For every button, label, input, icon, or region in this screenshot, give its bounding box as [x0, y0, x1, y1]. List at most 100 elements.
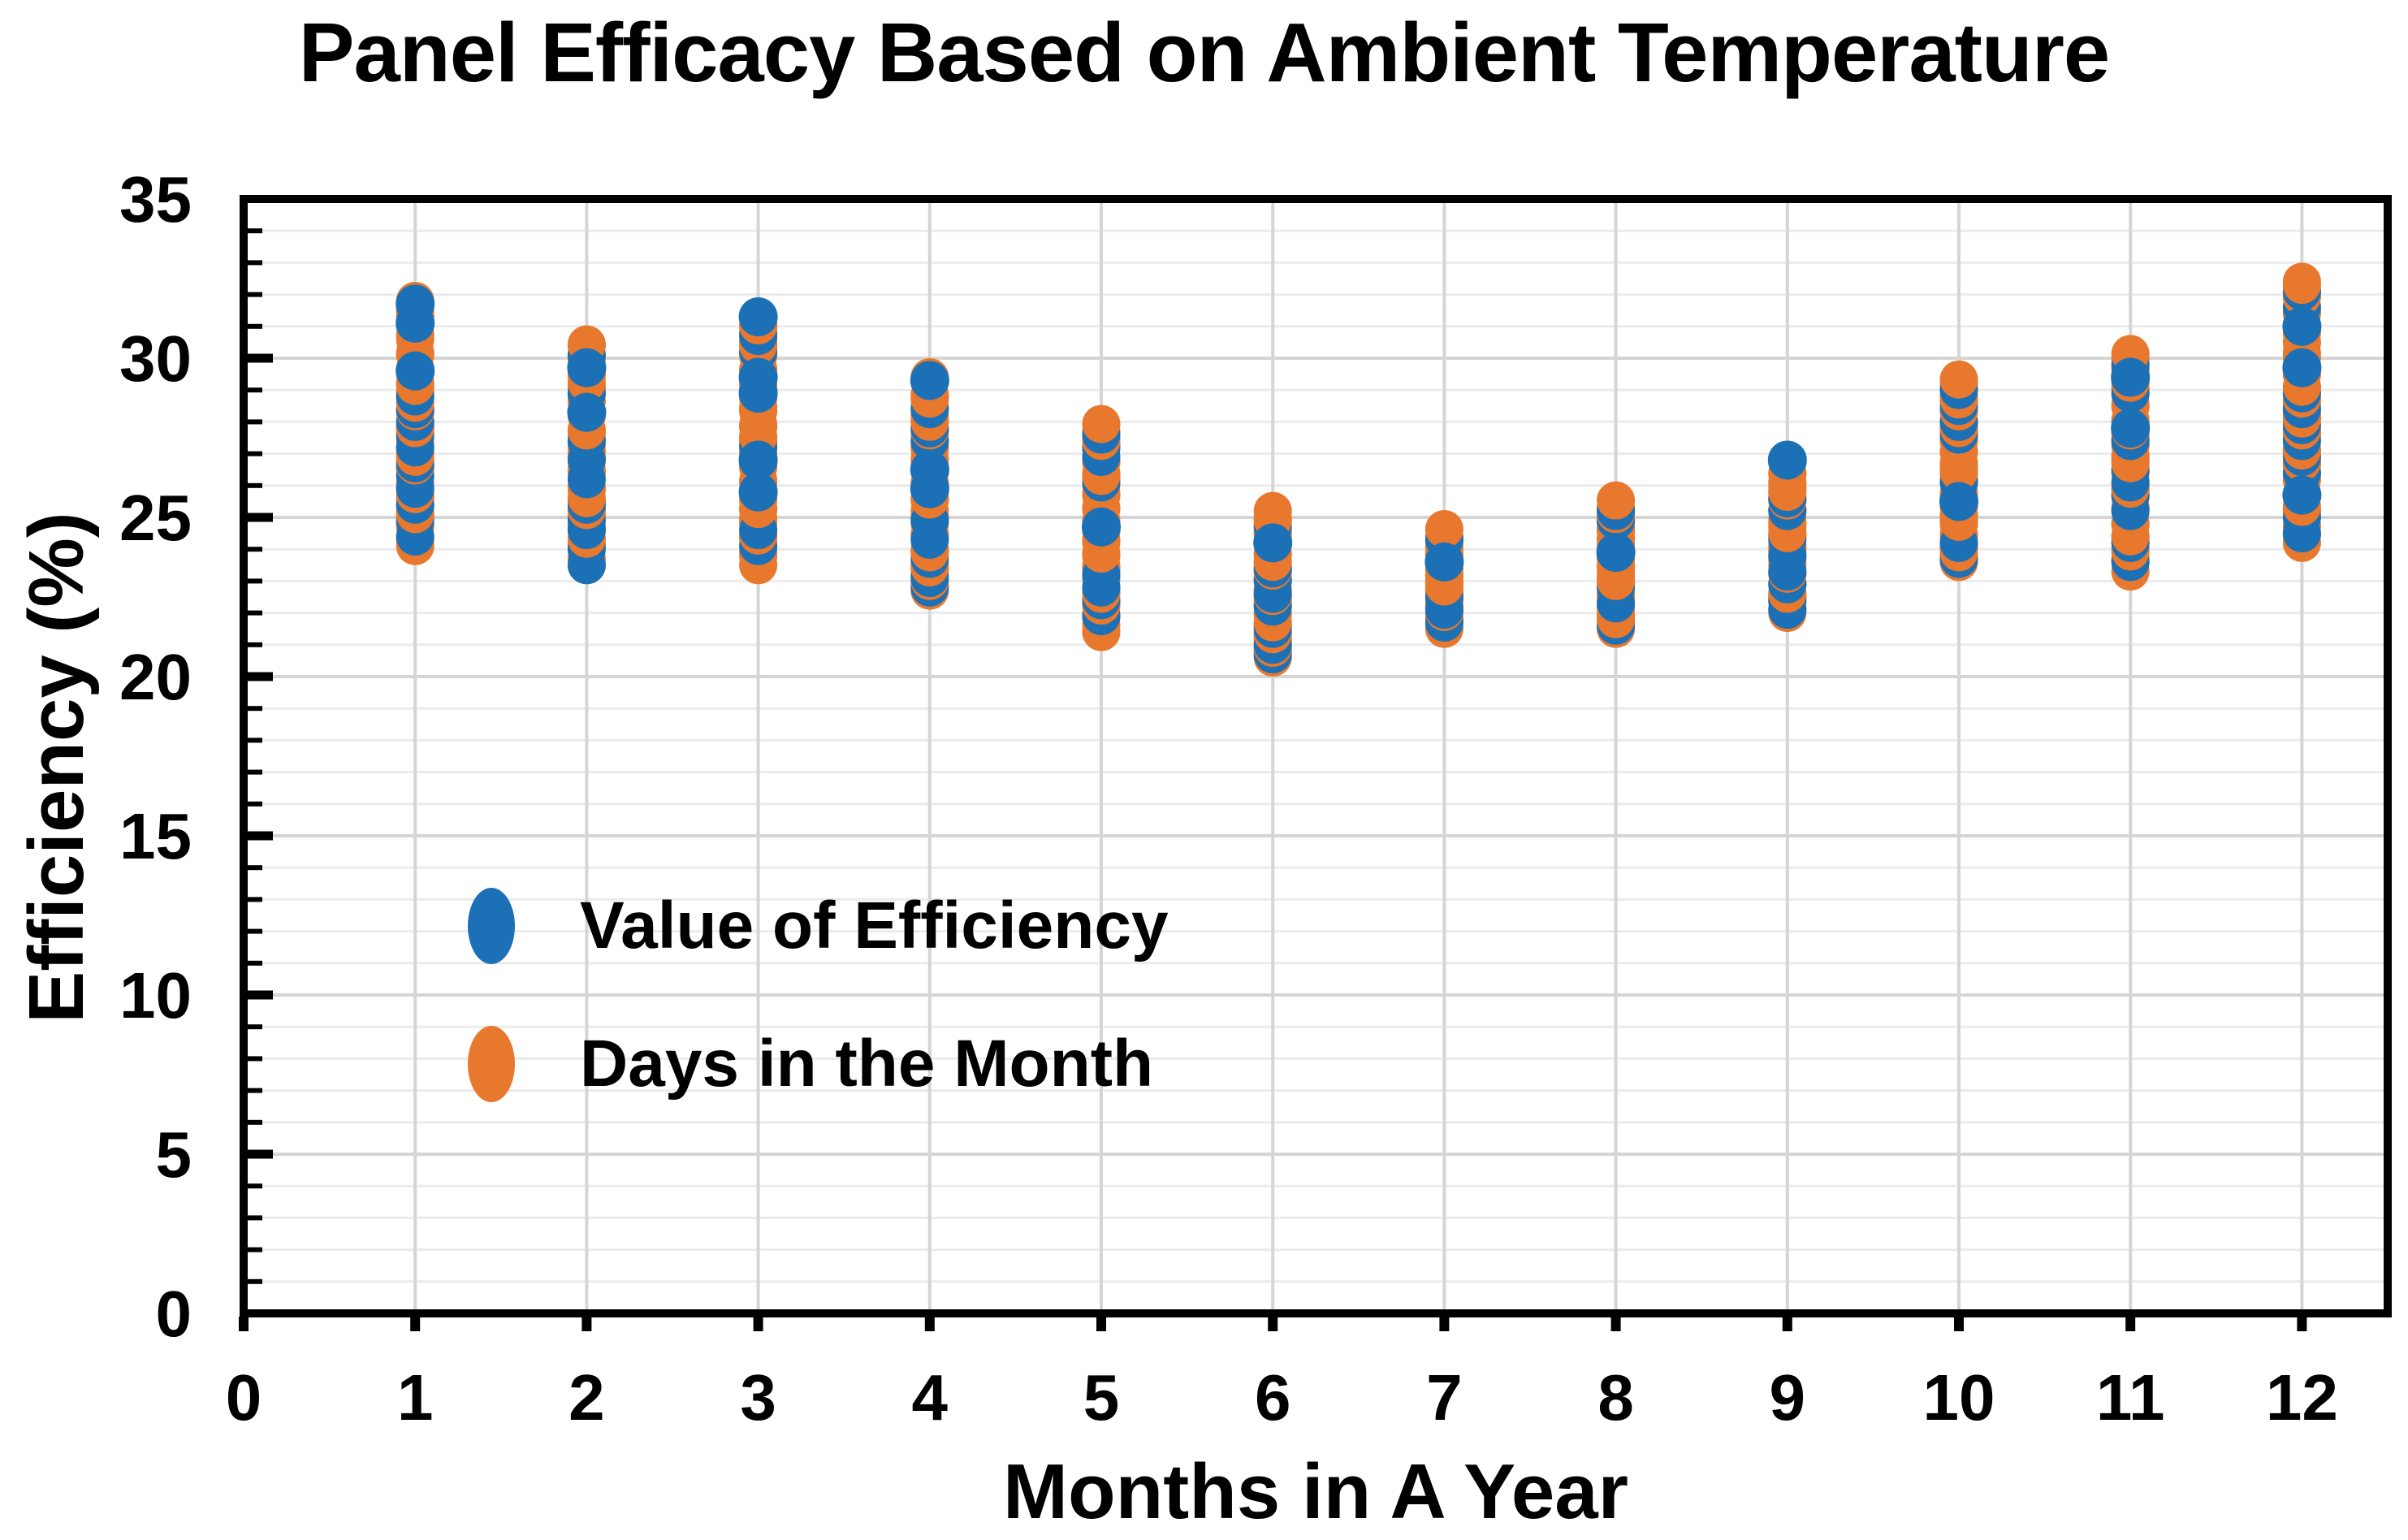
- data-point-days-cover: [1424, 509, 1463, 548]
- x-tick: [2125, 1317, 2136, 1331]
- month-cluster-2: [567, 325, 607, 585]
- x-tick: [1096, 1317, 1106, 1331]
- data-point-efficiency: [567, 392, 607, 432]
- y-tick-label: 10: [119, 959, 192, 1032]
- y-tick: [247, 260, 262, 266]
- month-cluster-1: [396, 281, 435, 565]
- x-tick-label: 3: [740, 1361, 776, 1434]
- efficiency-marker-icon: [468, 888, 515, 964]
- y-tick-label: 35: [119, 163, 192, 236]
- x-axis-title: Months in A Year: [1003, 1448, 1628, 1535]
- y-tick: [247, 353, 273, 363]
- legend-label-days: Days in the Month: [580, 1027, 1154, 1101]
- x-tick: [581, 1317, 592, 1331]
- x-tick-label: 11: [2096, 1361, 2165, 1434]
- x-tick: [1439, 1317, 1450, 1331]
- y-tick: [247, 1119, 262, 1125]
- data-point-efficiency: [1596, 533, 1636, 573]
- month-cluster-10: [1939, 360, 1978, 582]
- y-tick: [247, 482, 262, 488]
- y-tick: [247, 513, 273, 522]
- x-tick-label: 2: [568, 1361, 605, 1434]
- chart-title: Panel Efficacy Based on Ambient Temperat…: [298, 6, 2110, 99]
- month-cluster-9: [1767, 440, 1807, 633]
- x-tick-label: 1: [397, 1361, 434, 1434]
- x-tick: [1954, 1317, 1964, 1331]
- y-tick: [247, 1024, 262, 1030]
- y-tick: [247, 1183, 262, 1189]
- y-tick: [247, 228, 262, 234]
- data-point-days-cover: [1597, 561, 1636, 600]
- data-point-days-cover: [1768, 472, 1807, 511]
- x-tick: [753, 1317, 763, 1331]
- data-point-efficiency: [738, 357, 778, 397]
- y-tick: [247, 451, 262, 456]
- legend-item-efficiency: Value of Efficiency: [468, 888, 1169, 964]
- y-tick: [247, 801, 262, 807]
- y-tick: [247, 897, 262, 902]
- axis-ticks: [239, 228, 2307, 1331]
- x-tick: [924, 1317, 935, 1331]
- y-tick-label: 5: [156, 1118, 192, 1191]
- x-tick-label: 5: [1083, 1361, 1120, 1434]
- x-tick-label: 0: [226, 1361, 262, 1434]
- x-tick: [239, 1317, 249, 1331]
- data-point-efficiency: [910, 450, 949, 490]
- y-tick: [247, 1247, 262, 1252]
- y-tick: [247, 419, 262, 425]
- y-tick: [247, 672, 273, 681]
- data-point-days-cover: [1939, 360, 1978, 399]
- y-tick: [247, 1088, 262, 1093]
- y-tick-label: 0: [156, 1278, 192, 1350]
- data-point-days-cover: [1939, 452, 1978, 491]
- gridlines-minor: [248, 229, 2384, 1283]
- x-tick-label: 7: [1426, 1361, 1463, 1434]
- y-tick: [247, 1278, 262, 1284]
- x-tick: [1610, 1317, 1621, 1331]
- data-point-efficiency: [2282, 306, 2322, 346]
- x-tick-label: 6: [1255, 1361, 1291, 1434]
- data-point-efficiency: [1082, 507, 1121, 547]
- data-point-days-cover: [1082, 534, 1121, 573]
- y-tick-label: 20: [119, 641, 192, 713]
- y-tick: [247, 769, 262, 775]
- y-tick: [247, 1215, 262, 1221]
- month-cluster-3: [738, 297, 778, 585]
- y-tick: [247, 323, 262, 329]
- x-tick-label: 9: [1770, 1361, 1806, 1434]
- month-cluster-12: [2282, 262, 2322, 562]
- y-tick: [247, 1056, 262, 1062]
- y-tick-label: 25: [119, 482, 192, 554]
- x-tick: [1782, 1317, 1792, 1331]
- y-tick: [247, 928, 262, 934]
- y-tick: [247, 990, 273, 1000]
- y-tick: [247, 578, 262, 584]
- y-tick: [247, 865, 262, 871]
- x-tick-label: 12: [2266, 1361, 2338, 1434]
- data-point-efficiency: [2111, 409, 2151, 448]
- y-tick: [247, 610, 262, 616]
- data-point-efficiency: [2111, 357, 2151, 397]
- month-cluster-5: [1082, 404, 1121, 651]
- y-tick-label: 15: [119, 800, 192, 872]
- data-point-efficiency: [567, 348, 607, 387]
- data-point-efficiency: [2282, 348, 2322, 387]
- y-tick: [247, 706, 262, 712]
- y-tick: [247, 547, 262, 552]
- y-tick: [247, 292, 262, 297]
- month-cluster-6: [1253, 491, 1293, 677]
- data-points: [396, 262, 2322, 677]
- plot-frame: [240, 195, 2392, 1317]
- data-point-days-cover: [1597, 481, 1636, 520]
- data-point-efficiency: [1424, 542, 1464, 582]
- y-axis-title: Efficiency (%): [13, 512, 100, 1023]
- data-point-days-cover: [2282, 266, 2321, 305]
- x-tick-label: 8: [1597, 1361, 1634, 1434]
- data-point-efficiency: [1767, 440, 1807, 480]
- data-point-efficiency: [2282, 475, 2322, 515]
- data-point-efficiency: [738, 472, 778, 512]
- x-tick-label: 10: [1923, 1361, 1995, 1434]
